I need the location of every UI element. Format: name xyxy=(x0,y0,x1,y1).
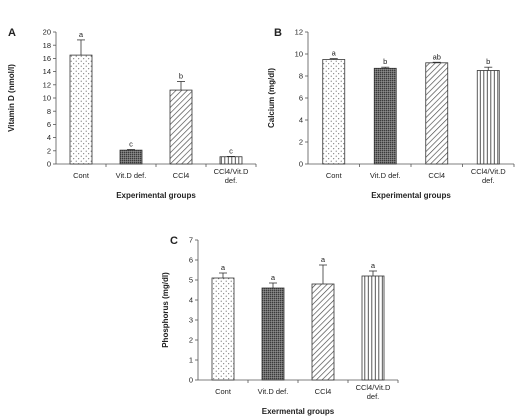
bar xyxy=(476,70,500,165)
x-category-label: CCl4 xyxy=(428,171,445,180)
x-axis-label: Experimental groups xyxy=(371,191,451,200)
y-tick-label: 4 xyxy=(299,116,303,125)
x-category-label: Vit.D def. xyxy=(370,171,401,180)
y-tick-label: 4 xyxy=(189,296,193,305)
y-tick-label: 18 xyxy=(43,41,51,50)
panel-letter: A xyxy=(8,27,16,39)
y-tick-label: 0 xyxy=(189,376,193,385)
significance-label: c xyxy=(229,146,233,155)
panel-b-calcium: B 0 2 4 6 8 10 12 Calcium (mg/dl) a Cont b Vit.D def… xyxy=(267,27,515,200)
y-tick-label: 6 xyxy=(189,256,193,265)
x-category-label: Vit.D def. xyxy=(116,171,147,180)
x-category-label: CCl4/Vit.D def. xyxy=(214,167,249,185)
significance-label: a xyxy=(371,261,376,270)
y-tick-label: 3 xyxy=(189,316,193,325)
bar xyxy=(169,89,193,165)
y-tick-label: 10 xyxy=(295,50,303,59)
y-tick-label: 2 xyxy=(189,336,193,345)
significance-label: b xyxy=(486,57,490,66)
x-category-label: Cont xyxy=(73,171,90,180)
bar xyxy=(425,62,449,165)
significance-label: a xyxy=(271,273,276,282)
significance-label: b xyxy=(179,72,183,81)
y-tick-label: 6 xyxy=(47,120,51,129)
bar xyxy=(361,275,385,381)
y-axis-label: Vitamin D (nmol/l) xyxy=(7,64,16,132)
y-tick-label: 5 xyxy=(189,276,193,285)
significance-label: c xyxy=(129,139,133,148)
panel-letter: C xyxy=(170,235,178,247)
y-tick-label: 2 xyxy=(299,138,303,147)
x-category-label: Vit.D def. xyxy=(258,387,289,396)
y-axis-label: Calcium (mg/dl) xyxy=(267,68,276,128)
significance-label: a xyxy=(221,263,226,272)
y-tick-label: 0 xyxy=(47,160,51,169)
bar xyxy=(119,149,143,165)
x-category-label: Cont xyxy=(326,171,343,180)
panel-letter: B xyxy=(274,27,282,39)
panel-c-phosphorus: C 0 1 2 3 4 5 6 7 Phosphorus (mg/dl) a Cont a Vit.D d… xyxy=(161,235,399,416)
x-category-label: CCl4/Vit.D def. xyxy=(356,383,391,401)
y-tick-label: 20 xyxy=(43,28,51,37)
significance-label: a xyxy=(321,255,326,264)
significance-label: a xyxy=(79,30,84,39)
x-category-label: Cont xyxy=(215,387,232,396)
bar xyxy=(322,59,346,165)
y-tick-label: 12 xyxy=(295,28,303,37)
y-tick-label: 14 xyxy=(43,67,51,76)
bar xyxy=(311,283,335,381)
bar xyxy=(373,67,397,165)
y-tick-label: 10 xyxy=(43,94,51,103)
significance-label: ab xyxy=(433,52,441,61)
y-tick-label: 6 xyxy=(299,94,303,103)
y-tick-label: 2 xyxy=(47,146,51,155)
y-tick-label: 8 xyxy=(47,107,51,116)
y-tick-label: 8 xyxy=(299,72,303,81)
y-tick-label: 7 xyxy=(189,236,193,245)
y-tick-label: 16 xyxy=(43,54,51,63)
bar xyxy=(69,54,93,165)
x-category-label: CCl4 xyxy=(315,387,332,396)
y-tick-label: 0 xyxy=(299,160,303,169)
significance-label: a xyxy=(332,49,337,58)
panel-a-vitamin-d: A 0 2 4 6 8 10 12 14 16 18 20 Vitamin D (nmol/l) a Con… xyxy=(7,27,257,200)
x-axis-label: Experimental groups xyxy=(116,191,196,200)
bar xyxy=(211,277,235,381)
y-tick-label: 12 xyxy=(43,80,51,89)
y-tick-label: 4 xyxy=(47,133,51,142)
y-axis-label: Phosphorus (mg/dl) xyxy=(161,272,170,348)
bar xyxy=(261,287,285,381)
bar xyxy=(219,156,243,165)
y-tick-label: 1 xyxy=(189,356,193,365)
x-category-label: CCl4 xyxy=(173,171,190,180)
x-axis-label: Exermental groups xyxy=(262,407,335,416)
x-category-label: CCl4/Vit.D def. xyxy=(471,167,506,185)
significance-label: b xyxy=(383,57,387,66)
